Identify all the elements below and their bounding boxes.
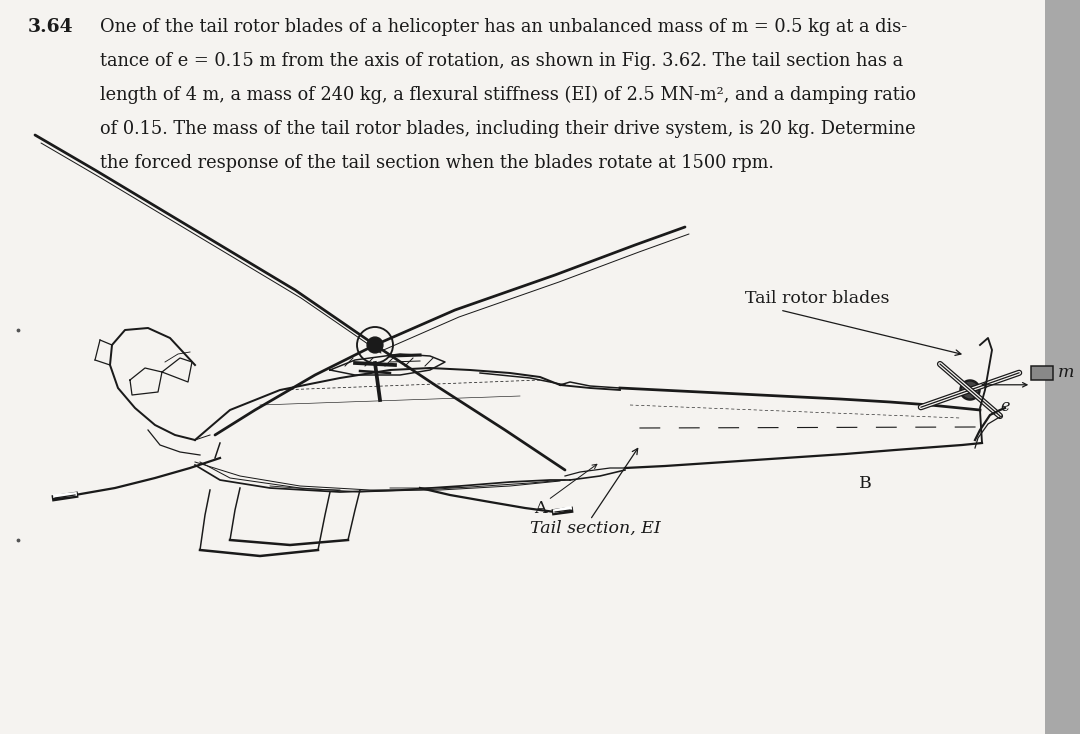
Text: tance of e = 0.15 m from the axis of rotation, as shown in Fig. 3.62. The tail s: tance of e = 0.15 m from the axis of rot… — [100, 52, 903, 70]
Text: Tail rotor blades: Tail rotor blades — [745, 290, 890, 307]
Text: A: A — [534, 500, 546, 517]
Text: m: m — [1058, 364, 1075, 381]
Circle shape — [367, 337, 383, 353]
Text: 3.64: 3.64 — [28, 18, 73, 36]
Text: B: B — [859, 475, 872, 492]
Text: e: e — [1000, 398, 1010, 415]
Bar — [1031, 366, 1053, 379]
Circle shape — [961, 381, 978, 399]
Circle shape — [960, 380, 980, 400]
Text: One of the tail rotor blades of a helicopter has an unbalanced mass of m = 0.5 k: One of the tail rotor blades of a helico… — [100, 18, 907, 36]
Text: length of 4 m, a mass of 240 kg, a flexural stiffness (EI) of 2.5 MN-m², and a d: length of 4 m, a mass of 240 kg, a flexu… — [100, 86, 916, 104]
Text: Tail section, EI: Tail section, EI — [530, 520, 661, 537]
Text: the forced response of the tail section when the blades rotate at 1500 rpm.: the forced response of the tail section … — [100, 154, 774, 172]
Text: of 0.15. The mass of the tail rotor blades, including their drive system, is 20 : of 0.15. The mass of the tail rotor blad… — [100, 120, 916, 138]
Bar — [1045, 0, 1080, 734]
